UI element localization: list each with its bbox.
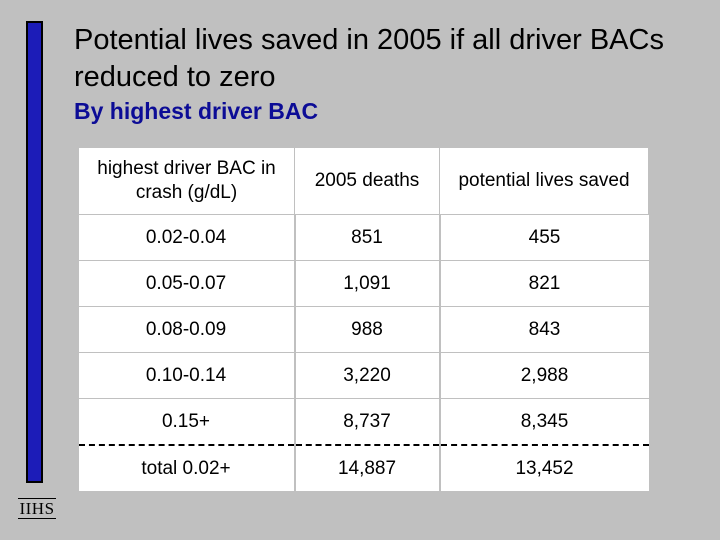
lives-saved-table: highest driver BAC in crash (g/dL) 2005 … (78, 147, 649, 492)
table-total-row: total 0.02+ 14,887 13,452 (78, 444, 649, 492)
table-row: 0.15+ 8,737 8,345 (78, 398, 649, 446)
table-row: 0.05-0.07 1,091 821 (78, 260, 649, 307)
cell-deaths: 3,220 (293, 352, 441, 399)
cell-bac: 0.10-0.14 (78, 352, 296, 399)
cell-lives-saved: 455 (438, 214, 649, 261)
cell-bac: 0.15+ (78, 398, 296, 446)
cell-lives-saved: 8,345 (438, 398, 649, 446)
slide-title: Potential lives saved in 2005 if all dri… (74, 24, 664, 93)
cell-total-label: total 0.02+ (78, 444, 296, 492)
header-bac: highest driver BAC in crash (g/dL) (78, 147, 295, 215)
table-header-row: highest driver BAC in crash (g/dL) 2005 … (78, 147, 649, 215)
table-row: 0.08-0.09 988 843 (78, 306, 649, 353)
cell-bac: 0.02-0.04 (78, 214, 296, 261)
cell-lives-saved: 2,988 (438, 352, 649, 399)
header-deaths: 2005 deaths (294, 147, 440, 215)
cell-bac: 0.05-0.07 (78, 260, 296, 307)
cell-lives-saved: 843 (438, 306, 649, 353)
table-row: 0.02-0.04 851 455 (78, 214, 649, 261)
table-row: 0.10-0.14 3,220 2,988 (78, 352, 649, 399)
header-lives-saved: potential lives saved (439, 147, 649, 215)
cell-bac: 0.08-0.09 (78, 306, 296, 353)
cell-deaths: 8,737 (293, 398, 441, 446)
side-accent-bar (26, 21, 43, 483)
iihs-logo: IIHS (18, 498, 56, 519)
cell-deaths: 1,091 (293, 260, 441, 307)
cell-total-lives-saved: 13,452 (438, 444, 649, 492)
cell-deaths: 851 (293, 214, 441, 261)
cell-lives-saved: 821 (438, 260, 649, 307)
cell-total-deaths: 14,887 (293, 444, 441, 492)
slide-subtitle: By highest driver BAC (74, 98, 319, 124)
cell-deaths: 988 (293, 306, 441, 353)
